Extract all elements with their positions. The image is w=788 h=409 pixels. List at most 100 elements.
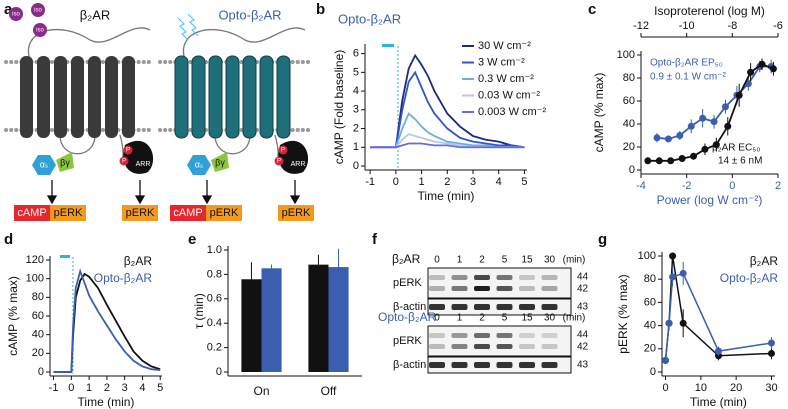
x-axis-title: Time (min) bbox=[418, 189, 475, 203]
time-label: 0 bbox=[434, 255, 440, 266]
band bbox=[519, 362, 535, 368]
x2-axis-title: Isoproterenol (log M) bbox=[654, 4, 765, 18]
x-tick-label: -1 bbox=[365, 176, 375, 188]
y-tick-label: 5 bbox=[353, 66, 359, 78]
band bbox=[451, 344, 468, 349]
panel-label: d bbox=[4, 231, 13, 248]
y-tick-label: 40 bbox=[623, 118, 635, 130]
point bbox=[678, 155, 686, 162]
output: cAMP bbox=[173, 207, 202, 219]
y-axis-title: cAMP (% max) bbox=[592, 73, 606, 153]
x-tick-label: 0 bbox=[393, 176, 399, 188]
y-tick-label: 0.4 bbox=[207, 317, 222, 329]
y-tick-label: 40 bbox=[32, 329, 44, 341]
annotation: 14 ± 6 nM bbox=[718, 156, 762, 167]
y-tick-label: 0 bbox=[629, 164, 635, 176]
ligand-label: iso bbox=[12, 12, 20, 18]
y-tick-label: 80 bbox=[644, 273, 656, 285]
x-tick-label: 2 bbox=[444, 176, 450, 188]
x2-tick-label: -10 bbox=[679, 20, 695, 32]
mw-label: 42 bbox=[577, 284, 589, 295]
x-tick-label: 0 bbox=[729, 180, 735, 192]
x-tick-label: 5 bbox=[521, 176, 527, 188]
phospho: P bbox=[277, 159, 281, 165]
point bbox=[665, 319, 673, 327]
row-label: β-actin bbox=[393, 359, 426, 371]
band bbox=[519, 275, 535, 280]
x-tick-label: -1 bbox=[49, 382, 59, 394]
band bbox=[474, 362, 490, 368]
series-line bbox=[664, 272, 772, 361]
x-axis-title: Power (log W cm⁻²) bbox=[657, 193, 763, 207]
point bbox=[724, 122, 732, 130]
arrestin: ARR bbox=[291, 161, 306, 168]
g-beta-gamma: βγ bbox=[215, 157, 225, 167]
band bbox=[474, 344, 490, 349]
band bbox=[451, 333, 468, 338]
band bbox=[429, 304, 445, 310]
time-unit: (min) bbox=[563, 313, 586, 324]
point bbox=[699, 114, 707, 122]
point bbox=[701, 145, 709, 153]
y-axis-title: cAMP (Fold baseline) bbox=[332, 50, 346, 165]
legend-label: Opto-β₂AR bbox=[94, 271, 153, 285]
point bbox=[758, 60, 766, 68]
x-tick-label: 1 bbox=[86, 382, 92, 394]
point bbox=[662, 356, 670, 364]
output: pERK bbox=[210, 207, 239, 219]
series-line bbox=[53, 272, 161, 373]
band bbox=[496, 333, 513, 338]
time-unit: (min) bbox=[563, 255, 586, 266]
bar bbox=[261, 268, 282, 372]
time-label: 30 bbox=[544, 313, 556, 324]
band bbox=[496, 304, 513, 310]
blot-frame bbox=[427, 325, 572, 357]
y-tick-label: 80 bbox=[623, 72, 635, 84]
point bbox=[679, 269, 687, 277]
x-tick-label: 4 bbox=[496, 176, 502, 188]
legend-label: 3 W cm⁻² bbox=[478, 56, 525, 68]
x-axis-title: Time (min) bbox=[78, 395, 135, 409]
point bbox=[676, 132, 684, 139]
output: cAMP bbox=[17, 207, 46, 219]
signaling: αₛ βγ ARR P P αₛ βγ ARR P P cAMP pERK pE… bbox=[14, 140, 314, 221]
helices bbox=[20, 56, 135, 138]
x-tick-label: 0 bbox=[68, 382, 74, 394]
point bbox=[747, 68, 755, 76]
panel-label: g bbox=[598, 231, 607, 248]
chart-title: Opto-β₂AR bbox=[338, 11, 401, 26]
band bbox=[429, 344, 445, 349]
x2-tick-label: -6 bbox=[773, 20, 783, 32]
band bbox=[541, 362, 558, 368]
legend-label: Opto-β₂AR bbox=[720, 271, 779, 285]
point bbox=[664, 135, 672, 143]
y-tick-label: 20 bbox=[623, 141, 635, 153]
western-blot: β₂AR 0 1 2 5 15 30 (min)pERKβ-actin444243Opto-β… bbox=[378, 252, 589, 374]
y-tick-label: 0 bbox=[38, 366, 44, 378]
time-label: 15 bbox=[521, 313, 533, 324]
y-tick-label: 0 bbox=[353, 160, 359, 172]
point bbox=[721, 103, 729, 111]
x2-tick-label: -12 bbox=[633, 20, 649, 32]
arrestin: ARR bbox=[136, 161, 151, 168]
y-axis-title: τ (min) bbox=[192, 293, 206, 328]
mw-label: 43 bbox=[577, 360, 589, 371]
point bbox=[667, 157, 675, 165]
point bbox=[687, 122, 695, 130]
legend-label: β₂AR bbox=[124, 254, 153, 268]
y-tick-label: 60 bbox=[644, 296, 656, 308]
band bbox=[519, 304, 535, 310]
time-label: 2 bbox=[479, 255, 485, 266]
panel-label: f bbox=[372, 231, 378, 248]
band bbox=[474, 333, 490, 338]
band bbox=[451, 275, 468, 280]
y-axis-title: cAMP (% max) bbox=[6, 276, 20, 356]
ligand-label: iso bbox=[34, 8, 42, 14]
time-label: 5 bbox=[502, 255, 508, 266]
time-label: 1 bbox=[457, 313, 463, 324]
series-line bbox=[370, 142, 525, 149]
band bbox=[474, 286, 490, 291]
point bbox=[767, 349, 775, 357]
y-tick-label: 1.0 bbox=[207, 244, 222, 256]
